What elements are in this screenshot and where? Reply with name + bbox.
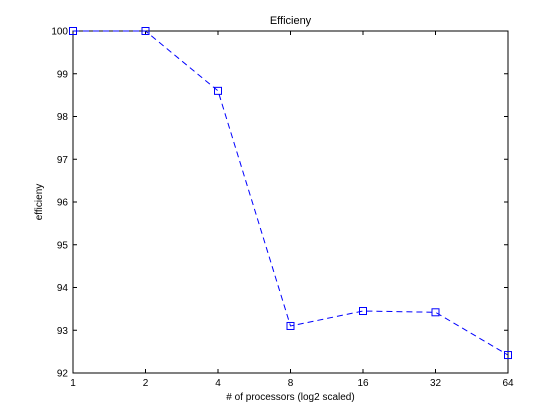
- x-axis-label: # of processors (log2 scaled): [226, 392, 354, 403]
- data-point-marker: [141, 27, 150, 35]
- data-point-marker: [359, 307, 367, 316]
- series-line: [73, 30, 509, 356]
- data-point-marker: [504, 351, 512, 360]
- series-layer: [69, 27, 512, 360]
- y-tick-label: 94: [57, 283, 69, 294]
- y-tick-label: 97: [57, 155, 69, 166]
- y-tick-label: 92: [57, 369, 69, 380]
- y-tick-label: 93: [57, 326, 69, 337]
- y-axis: 92 93 94 95 96 97 98 99 100: [51, 27, 508, 380]
- data-point-marker: [214, 86, 222, 95]
- x-tick-label: 64: [502, 378, 514, 389]
- x-tick-label: 1: [70, 378, 76, 389]
- data-point-marker: [69, 27, 77, 35]
- y-tick-label: 96: [57, 198, 69, 209]
- x-tick-label: 16: [357, 378, 369, 389]
- data-point-marker: [431, 308, 440, 317]
- y-axis-label: efficieny: [34, 184, 45, 221]
- y-tick-label: 100: [51, 27, 68, 38]
- x-tick-label: 8: [288, 378, 294, 389]
- x-tick-label: 32: [430, 378, 442, 389]
- y-tick-label: 98: [57, 112, 69, 123]
- x-tick-label: 4: [215, 378, 221, 389]
- chart-title: Efficieny: [270, 15, 312, 27]
- y-tick-label: 95: [57, 240, 69, 251]
- data-point-marker: [286, 321, 295, 330]
- y-tick-label: 99: [57, 69, 69, 80]
- plot-area: [72, 30, 509, 374]
- x-tick-label: 2: [143, 378, 149, 389]
